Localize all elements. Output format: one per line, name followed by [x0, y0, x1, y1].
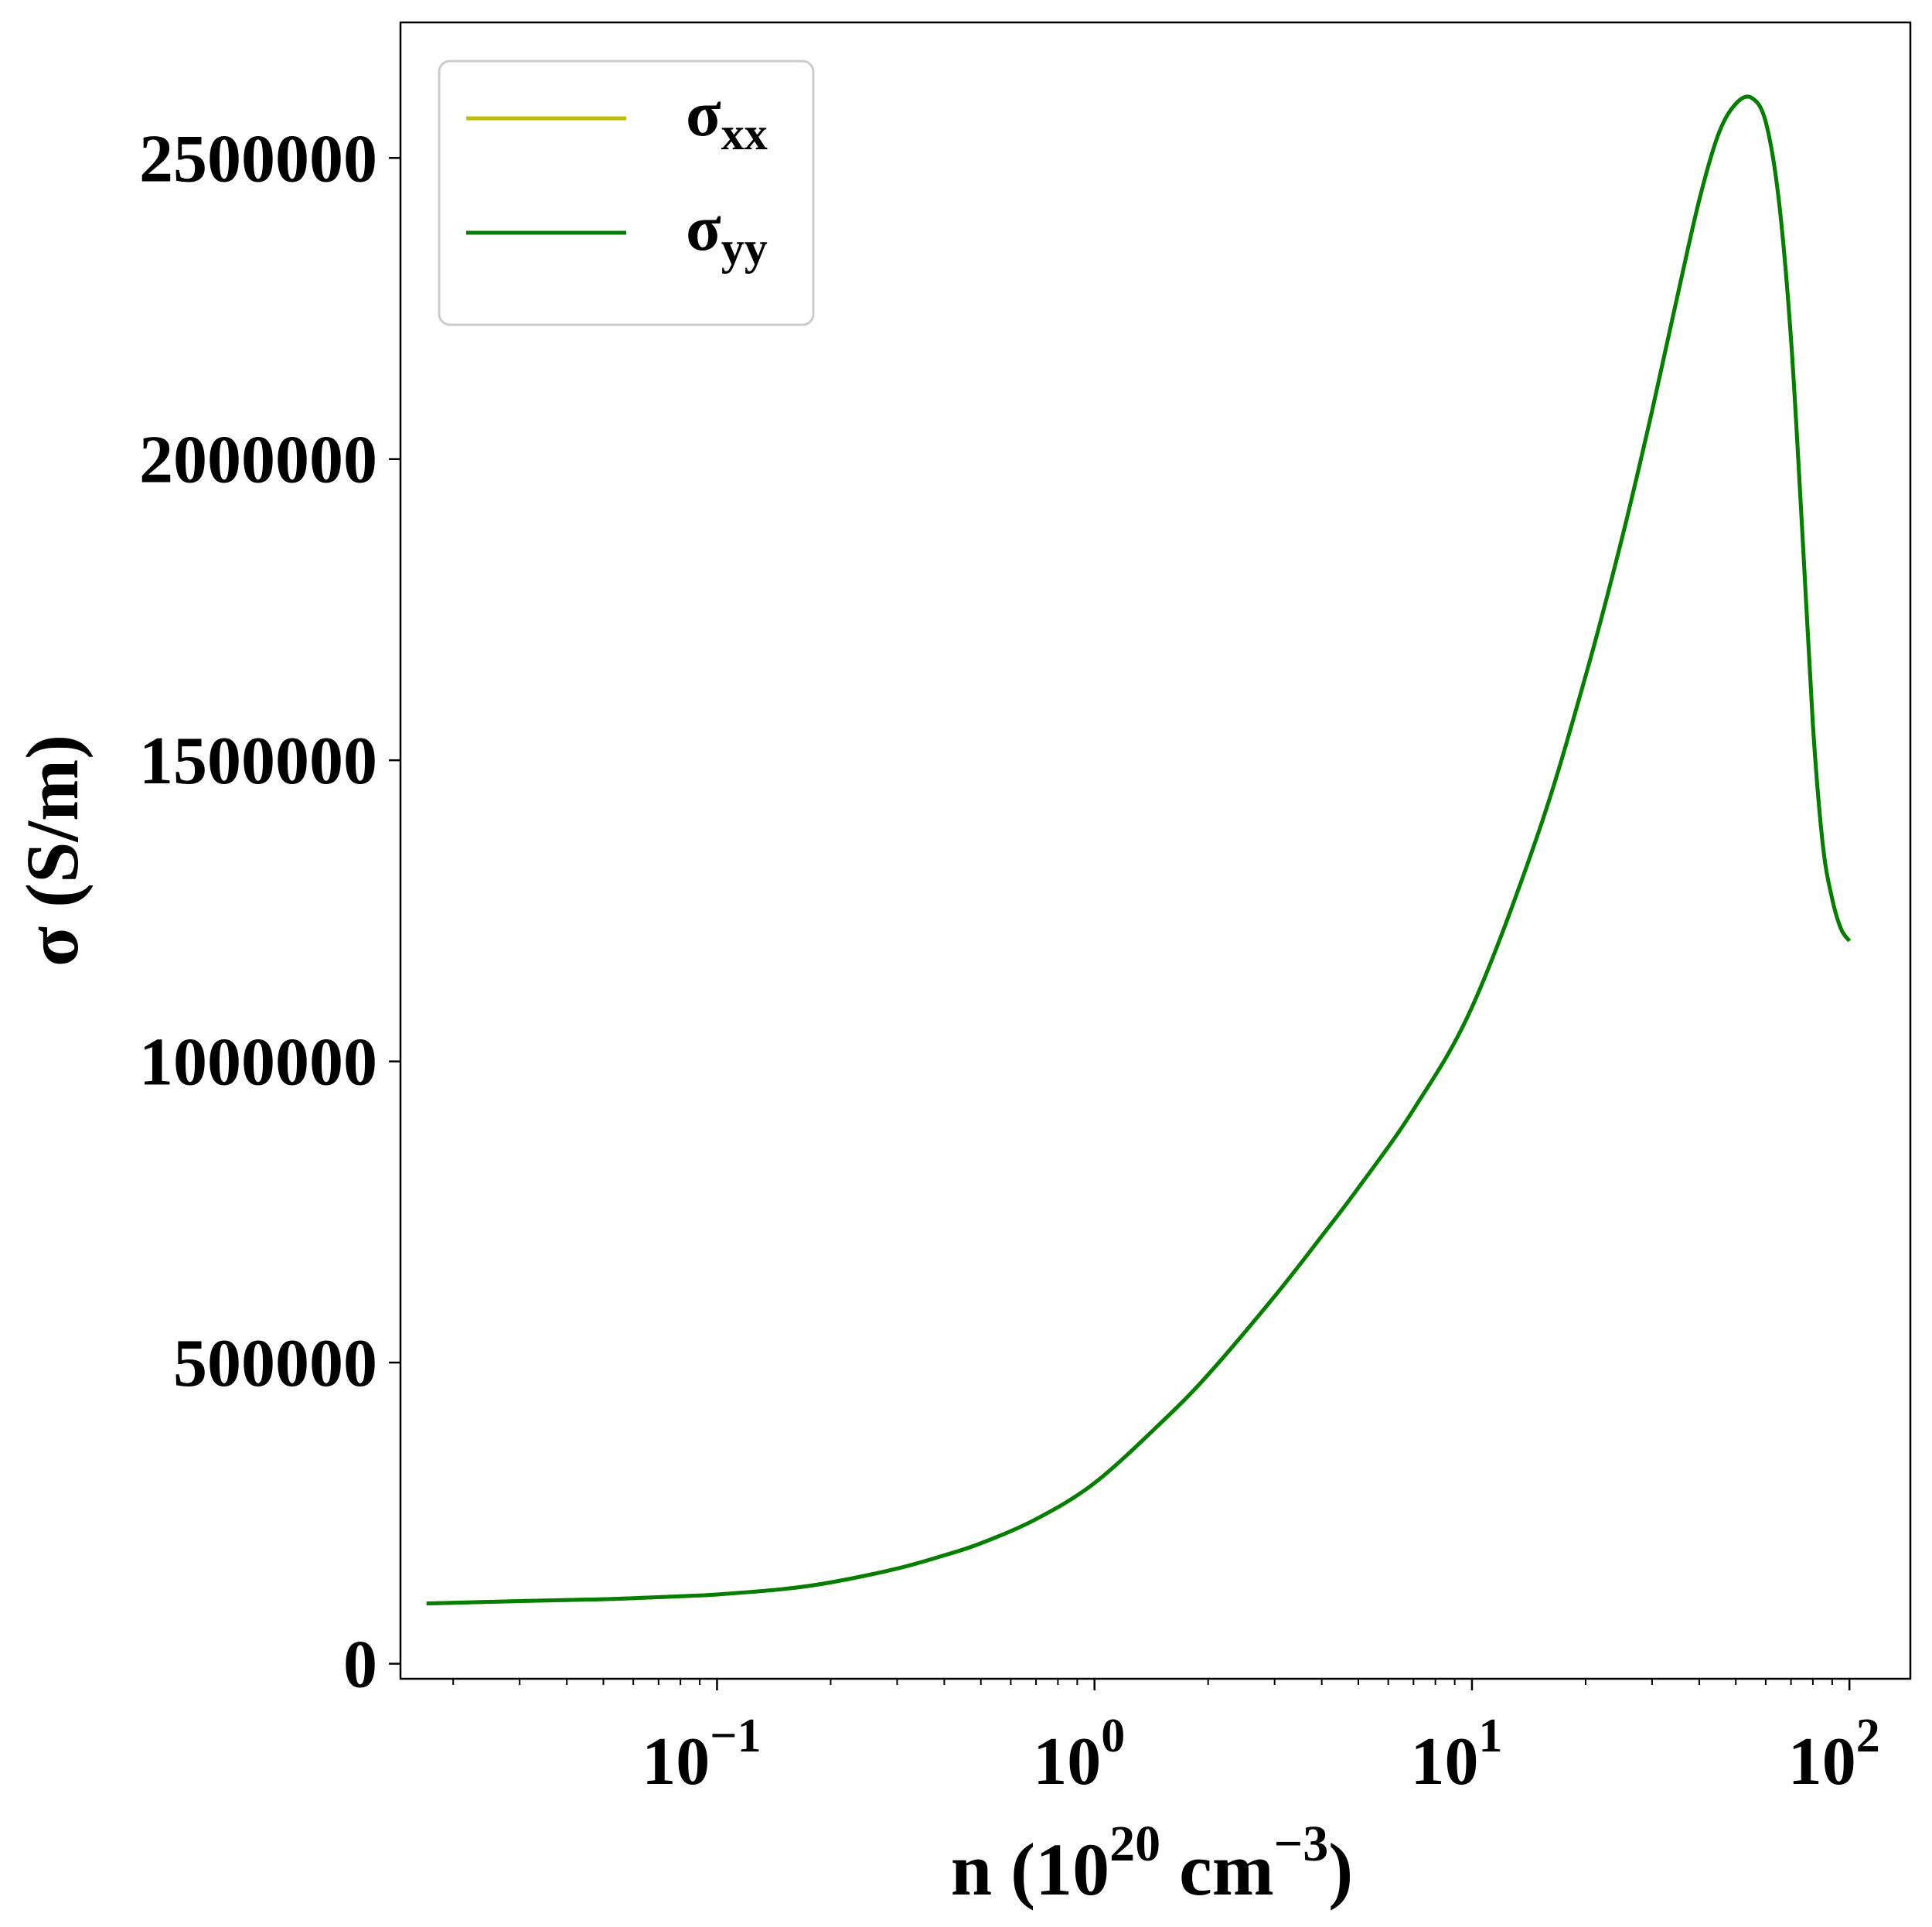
y-tick-label: 2000000 — [139, 423, 377, 498]
legend-label-sigma-yy: σyy — [686, 193, 768, 274]
x-axis-title: n (1020 cm−3) — [951, 1816, 1354, 1911]
x-tick-label-exponent: 2 — [1856, 1710, 1880, 1762]
y-ticks: 0 500000 1000000 1500000 2000000 2500000 — [139, 121, 400, 1703]
x-tick-label-exponent: 1 — [1478, 1710, 1502, 1762]
x-tick-label-exponent: −1 — [710, 1710, 761, 1762]
y-tick-label: 1000000 — [139, 1025, 377, 1100]
x-minor-ticks — [452, 1679, 1833, 1685]
y-tick-label: 2500000 — [139, 121, 377, 196]
y-tick-label: 500000 — [173, 1326, 377, 1401]
x-axis-title-prefix: n (10 — [951, 1828, 1109, 1911]
legend-label-sigma-yy-base: σ — [686, 193, 721, 264]
x-axis-title-unit: cm — [1160, 1828, 1274, 1911]
x-tick-label-exponent: 0 — [1101, 1710, 1125, 1762]
x-tick-label: 100 — [1033, 1710, 1125, 1799]
x-tick-label-base: 10 — [1788, 1724, 1856, 1799]
x-tick-label: 102 — [1788, 1710, 1880, 1799]
legend-label-sigma-xx-base: σ — [686, 78, 721, 150]
y-axis-title: σ (S/m) — [11, 735, 94, 967]
x-axis-title-suffix: ) — [1328, 1828, 1353, 1911]
legend-label-sigma-yy-sub: yy — [721, 223, 768, 274]
x-tick-label-base: 10 — [1033, 1724, 1101, 1799]
plot-frame — [399, 21, 1912, 1680]
legend-box — [438, 60, 815, 326]
series-line-sigma-yy — [426, 94, 1852, 1606]
legend-label-sigma-xx: σxx — [686, 78, 768, 159]
x-ticks: 10−1 100 101 102 — [642, 1679, 1880, 1799]
x-axis-title-exp-2: −3 — [1274, 1816, 1329, 1872]
y-tick-label: 1500000 — [139, 724, 377, 799]
y-tick-label: 0 — [343, 1628, 377, 1703]
legend-label-sigma-xx-sub: xx — [721, 108, 768, 159]
x-axis-title-exp-1: 20 — [1109, 1816, 1160, 1872]
x-tick-label: 101 — [1410, 1710, 1502, 1799]
legend: σxx σyy — [438, 60, 815, 326]
x-tick-label-base: 10 — [1410, 1724, 1478, 1799]
x-tick-label-base: 10 — [642, 1724, 710, 1799]
series-lines — [426, 94, 1852, 1606]
x-tick-label: 10−1 — [642, 1710, 761, 1799]
